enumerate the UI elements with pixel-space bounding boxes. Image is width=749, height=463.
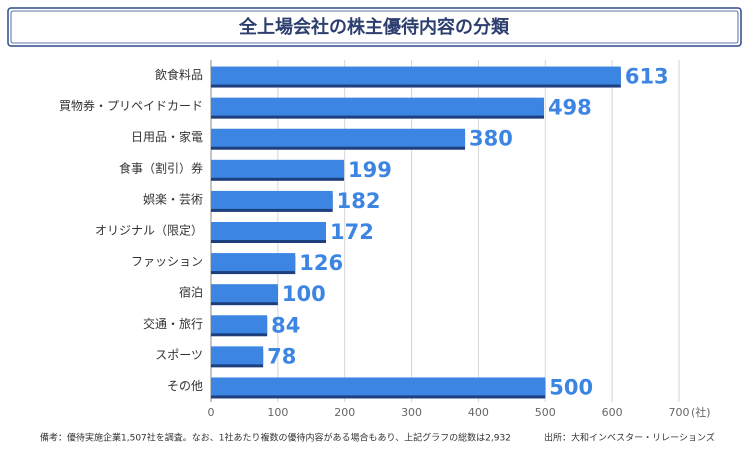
y-tick-label: 飲食料品: [155, 67, 203, 82]
bar: [211, 315, 268, 334]
value-label: 172: [330, 220, 374, 244]
x-tick-label: 300: [401, 406, 422, 419]
source: 出所：大和インベスター・リレーションズ: [544, 432, 715, 444]
bar: [211, 346, 264, 365]
bar: [211, 66, 621, 85]
y-tick-label: 買物券・プリペイドカード: [59, 98, 203, 113]
x-tick-label: 200: [334, 406, 355, 419]
note: 備考：優待実施企業1,507社を調査。なお、1社あたり複数の優待内容がある場合も…: [40, 432, 511, 444]
bar: [211, 253, 296, 272]
bar: [211, 377, 546, 396]
x-tick-label: 400: [468, 406, 489, 419]
value-label: 613: [625, 65, 669, 89]
value-label: 84: [271, 313, 300, 337]
x-tick-label: 700: [669, 406, 690, 419]
bar: [211, 222, 326, 240]
x-tick-label: 600: [602, 406, 623, 419]
y-tick-label: 宿泊: [179, 285, 203, 300]
x-tick-label: 0: [208, 406, 215, 419]
y-tick-label: 娯楽・芸術: [143, 192, 203, 206]
value-label: 182: [337, 189, 381, 213]
y-tick-label: 交通・旅行: [143, 316, 203, 331]
y-tick-label: 食事（割引）券: [119, 160, 203, 175]
x-tick-label: 500: [535, 406, 556, 419]
bar: [211, 97, 544, 116]
value-label: 199: [348, 158, 392, 182]
value-label: 126: [299, 251, 343, 275]
y-tick-label: 日用品・家電: [131, 129, 203, 144]
bar: [211, 284, 278, 303]
value-label: 78: [267, 344, 296, 368]
title-frame: [7, 7, 742, 47]
x-tick-label: 100: [267, 406, 288, 419]
bar: [211, 128, 466, 147]
chart-title: 全上場会社の株主優待内容の分類: [238, 16, 510, 38]
bar: [211, 190, 333, 209]
y-tick-label: その他: [167, 379, 203, 393]
value-label: 500: [549, 375, 593, 399]
title-frame-inner: [10, 10, 739, 44]
y-tick-label: ファッション: [131, 255, 203, 269]
value-label: 380: [469, 127, 513, 151]
value-label: 498: [548, 96, 592, 120]
x-unit: (社): [691, 405, 711, 419]
bar: [211, 159, 345, 178]
y-tick-label: スポーツ: [155, 348, 203, 362]
y-tick-label: オリジナル（限定）: [95, 223, 203, 238]
value-label: 100: [282, 282, 326, 306]
